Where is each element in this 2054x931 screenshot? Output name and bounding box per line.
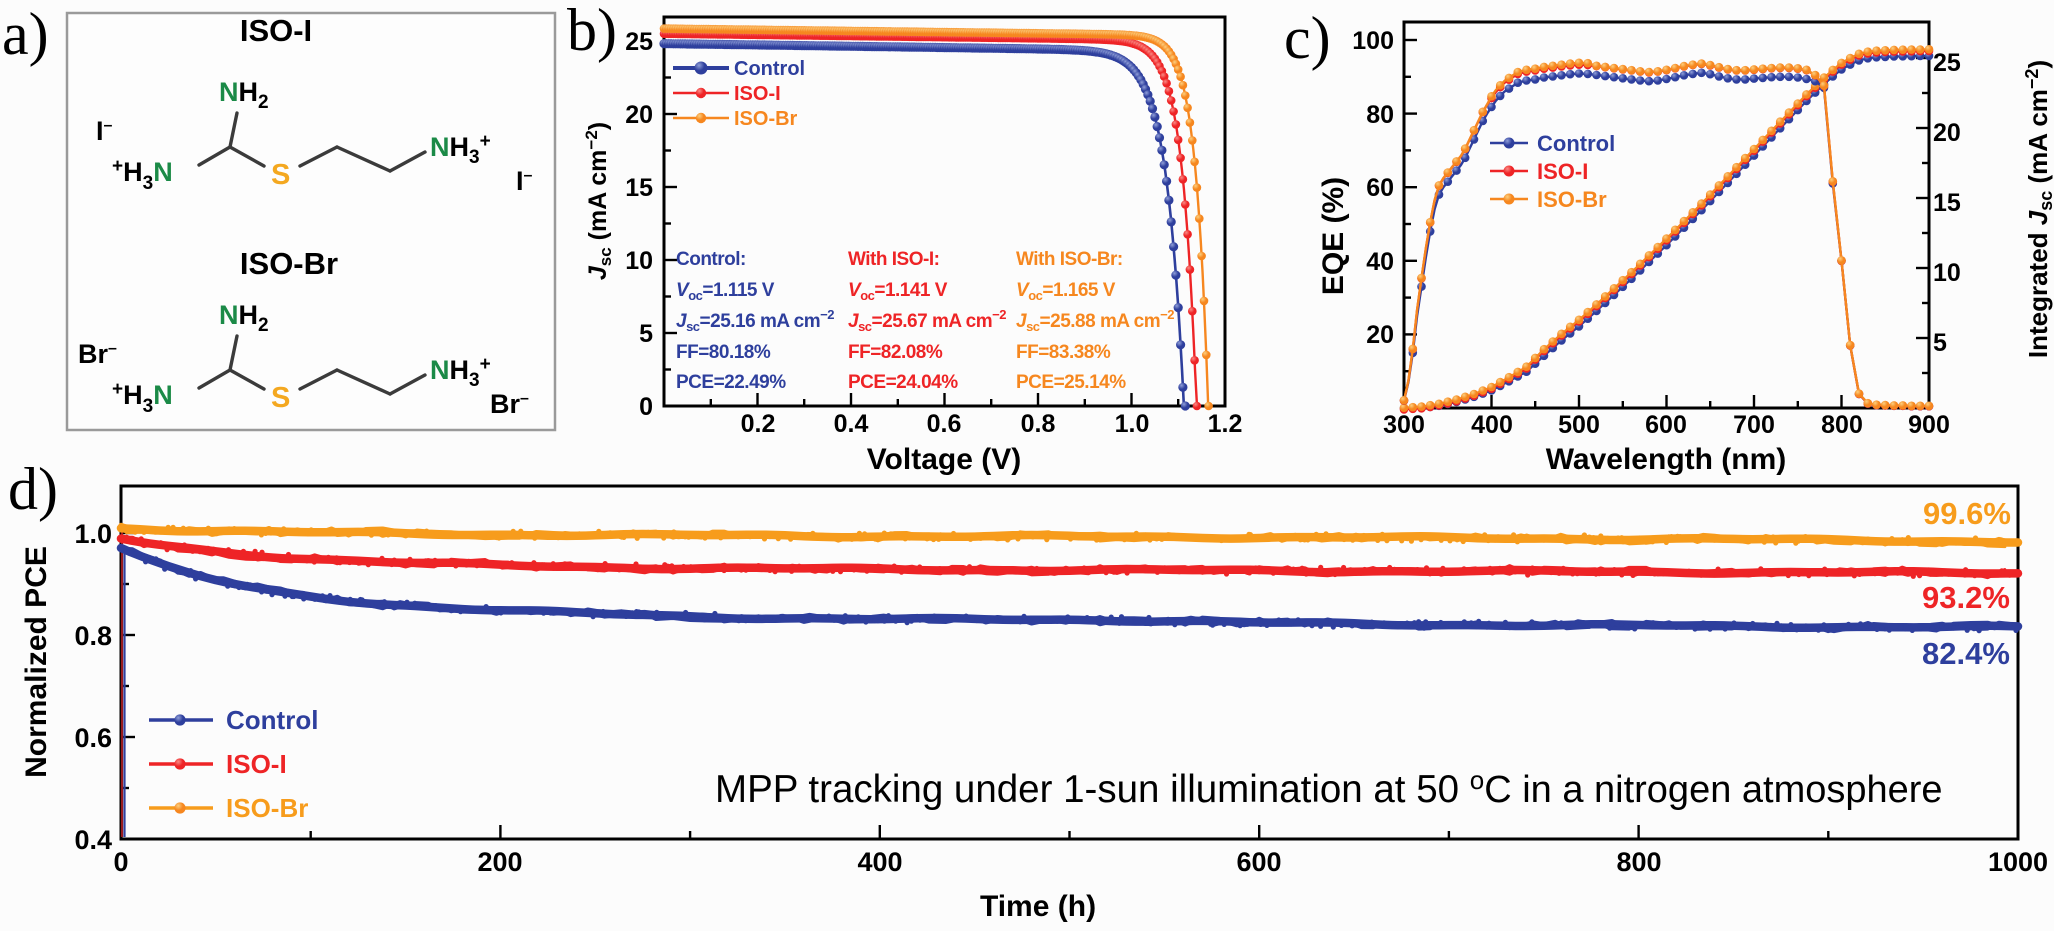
svg-text:S: S	[271, 159, 290, 191]
svg-text:Voc=1.141 V: Voc=1.141 V	[848, 280, 948, 303]
svg-text:15: 15	[625, 174, 653, 202]
svg-text:1.0: 1.0	[1115, 410, 1150, 438]
svg-text:100: 100	[1352, 27, 1394, 55]
svg-text:60: 60	[1366, 174, 1394, 202]
svg-text:25: 25	[625, 28, 653, 56]
svg-text:ISO-Br: ISO-Br	[734, 108, 798, 130]
svg-text:0.8: 0.8	[74, 621, 112, 651]
svg-text:Normalized PCE: Normalized PCE	[20, 546, 53, 778]
svg-text:d): d)	[8, 456, 58, 522]
svg-text:Voc=1.165 V: Voc=1.165 V	[1016, 280, 1116, 303]
svg-text:500: 500	[1558, 411, 1600, 439]
svg-text:80: 80	[1366, 101, 1394, 129]
svg-text:MPP tracking under 1-sun illum: MPP tracking under 1-sun illumination at…	[715, 765, 1943, 811]
svg-text:ISO-Br: ISO-Br	[240, 246, 338, 281]
svg-text:ISO-I: ISO-I	[1537, 159, 1588, 184]
svg-text:25: 25	[1933, 49, 1961, 77]
svg-text:ISO-Br: ISO-Br	[226, 793, 308, 823]
svg-text:82.4%: 82.4%	[1922, 636, 2010, 671]
svg-text:ISO-I: ISO-I	[734, 83, 781, 105]
svg-text:20: 20	[625, 101, 653, 129]
svg-text:ISO-Br: ISO-Br	[1537, 187, 1607, 212]
svg-text:a): a)	[2, 1, 49, 67]
svg-text:600: 600	[1645, 411, 1687, 439]
svg-text:1.0: 1.0	[74, 519, 112, 549]
svg-text:I–: I–	[96, 116, 113, 146]
svg-text:S: S	[271, 382, 290, 414]
svg-text:Br–: Br–	[78, 339, 117, 369]
svg-text:FF=82.08%: FF=82.08%	[848, 342, 943, 363]
svg-text:EQE (%): EQE (%)	[1317, 177, 1350, 295]
svg-text:0: 0	[113, 847, 128, 877]
svg-text:NH2: NH2	[219, 300, 269, 336]
svg-text:800: 800	[1821, 411, 1863, 439]
svg-text:800: 800	[1616, 847, 1661, 877]
svg-text:5: 5	[1933, 329, 1947, 357]
svg-text:I–: I–	[516, 166, 533, 196]
svg-text:Voc=1.115 V: Voc=1.115 V	[676, 280, 775, 303]
svg-text:Control: Control	[226, 705, 318, 735]
svg-text:20: 20	[1366, 321, 1394, 349]
svg-text:5: 5	[639, 320, 653, 348]
svg-text:600: 600	[1236, 847, 1281, 877]
svg-text:400: 400	[857, 847, 902, 877]
svg-text:Br–: Br–	[490, 389, 529, 419]
svg-text:Control:: Control:	[676, 249, 746, 270]
svg-text:99.6%: 99.6%	[1923, 496, 2011, 531]
svg-text:Control: Control	[1537, 131, 1615, 156]
svg-text:0: 0	[639, 393, 653, 421]
svg-text:300: 300	[1383, 411, 1425, 439]
svg-text:0.8: 0.8	[1021, 410, 1056, 438]
svg-text:20: 20	[1933, 119, 1961, 147]
svg-text:With ISO-Br:: With ISO-Br:	[1016, 249, 1123, 270]
svg-text:Jsc=25.88 mA cm−2: Jsc=25.88 mA cm−2	[1016, 307, 1174, 334]
svg-text:15: 15	[1933, 189, 1961, 217]
svg-text:700: 700	[1733, 411, 1775, 439]
svg-text:0.4: 0.4	[74, 825, 112, 855]
svg-text:Time (h): Time (h)	[980, 890, 1096, 923]
svg-text:FF=83.38%: FF=83.38%	[1016, 342, 1111, 363]
svg-text:0.2: 0.2	[741, 410, 776, 438]
svg-text:900: 900	[1908, 411, 1950, 439]
svg-text:PCE=22.49%: PCE=22.49%	[676, 372, 786, 393]
svg-text:Jsc=25.16 mA cm−2: Jsc=25.16 mA cm−2	[676, 307, 834, 334]
svg-text:200: 200	[477, 847, 522, 877]
svg-text:1.2: 1.2	[1208, 410, 1243, 438]
svg-text:Voltage (V): Voltage (V)	[867, 443, 1021, 476]
svg-text:FF=80.18%: FF=80.18%	[676, 342, 771, 363]
svg-text:Jsc (mA cm−2): Jsc (mA cm−2)	[582, 122, 615, 280]
svg-text:1000: 1000	[1988, 847, 2048, 877]
svg-text:10: 10	[1933, 259, 1961, 287]
svg-text:ISO-I: ISO-I	[226, 749, 287, 779]
svg-text:With ISO-I:: With ISO-I:	[848, 249, 939, 270]
svg-text:Jsc=25.67 mA cm−2: Jsc=25.67 mA cm−2	[848, 307, 1006, 334]
svg-text:PCE=24.04%: PCE=24.04%	[848, 372, 958, 393]
svg-text:Wavelength (nm): Wavelength (nm)	[1546, 443, 1787, 476]
svg-text:c): c)	[1284, 5, 1331, 71]
svg-text:0.6: 0.6	[927, 410, 962, 438]
svg-text:+H3N: +H3N	[112, 379, 173, 417]
svg-text:NH2: NH2	[219, 77, 269, 113]
svg-text:40: 40	[1366, 248, 1394, 276]
svg-text:93.2%: 93.2%	[1922, 580, 2010, 615]
svg-text:b): b)	[567, 0, 617, 63]
svg-text:PCE=25.14%: PCE=25.14%	[1016, 372, 1126, 393]
svg-text:NH3+: NH3+	[430, 131, 491, 168]
svg-text:NH3+: NH3+	[430, 354, 491, 391]
svg-text:0.4: 0.4	[834, 410, 869, 438]
svg-text:Control: Control	[734, 58, 805, 80]
svg-text:400: 400	[1471, 411, 1513, 439]
svg-text:0.6: 0.6	[74, 723, 112, 753]
svg-text:ISO-I: ISO-I	[240, 13, 312, 48]
svg-text:10: 10	[625, 247, 653, 275]
svg-text:+H3N: +H3N	[112, 156, 173, 194]
